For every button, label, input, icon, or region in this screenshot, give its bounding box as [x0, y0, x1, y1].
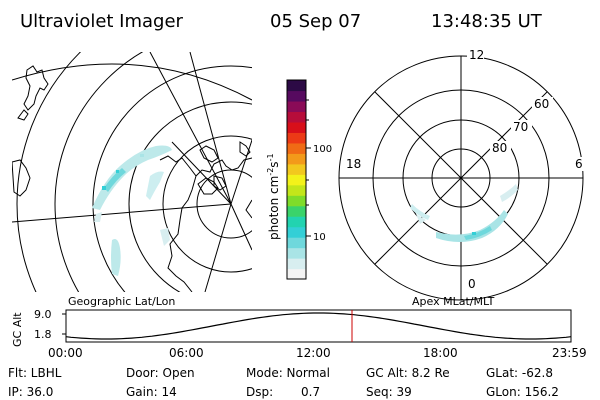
instrument-title: Ultraviolet Imager — [20, 11, 184, 32]
altitude-plot: 9.0 1.8 GC Alt 00:00 06:00 12:00 18:00 2… — [11, 308, 587, 360]
mlt-label-dawn: 6 — [575, 157, 583, 171]
y-tick-label: 9.0 — [34, 308, 52, 321]
colorbar-cell — [287, 258, 306, 270]
time-label: 13:48:35 UT — [431, 11, 543, 32]
gain-status: Gain: 14 — [126, 385, 177, 399]
geographic-longitude-status: GLon: 156.2 — [486, 385, 559, 399]
mlt-label-midnight: 0 — [468, 277, 476, 291]
colorbar-cell — [287, 237, 306, 249]
colorbar-cell — [287, 121, 306, 133]
altitude-axis-label: GC Alt — [11, 312, 24, 347]
date-label: 05 Sep 07 — [270, 11, 361, 32]
geographic-map-label: Geographic Lat/Lon — [68, 295, 175, 308]
colorbar-cell — [287, 195, 306, 207]
x-tick-label: 18:00 — [423, 346, 458, 360]
colorbar-cell — [287, 216, 306, 228]
mlt-label-noon: 12 — [469, 48, 484, 62]
colorbar-cell — [287, 100, 306, 113]
mlat-label-70: 70 — [513, 120, 528, 134]
colorbar-tick-label: 10 — [313, 232, 326, 243]
sequence-status: Seq: 39 — [366, 385, 412, 399]
x-tick-label: 12:00 — [296, 346, 331, 360]
geographic-latitude-status: GLat: -62.8 — [486, 366, 553, 380]
filter-status: Flt: LBHL — [8, 366, 62, 380]
door-status: Door: Open — [126, 366, 195, 380]
colorbar-cell — [287, 80, 306, 92]
coastlines — [12, 65, 252, 292]
colorbar-cell — [287, 184, 306, 196]
colorbar-cells — [287, 80, 306, 280]
mlat-label-60: 60 — [534, 97, 549, 111]
terminator-arc — [12, 63, 252, 101]
mode-status: Mode: Normal — [246, 366, 330, 380]
colorbar-tick-label: 100 — [313, 144, 332, 155]
colorbar-cell — [287, 111, 306, 123]
x-tick-label: 06:00 — [169, 346, 204, 360]
colorbar-cell — [287, 90, 306, 102]
colorbar-cell — [287, 153, 306, 165]
dsp-value: 0.7 — [301, 385, 320, 399]
altitude-curve — [65, 312, 572, 340]
colorbar-cell — [287, 142, 306, 154]
colorbar-unit-label: photon cm-2s-1 — [266, 153, 281, 240]
ip-status: IP: 36.0 — [8, 385, 53, 399]
colorbar-cell — [287, 132, 306, 144]
meridians — [12, 52, 252, 292]
x-tick-label: 23:59 — [552, 346, 587, 360]
altitude-plot-frame — [65, 309, 572, 343]
geographic-map — [12, 52, 252, 292]
x-tick-label: 00:00 — [48, 346, 83, 360]
apex-map-label: Apex MLat/MLT — [412, 295, 495, 308]
y-tick-label: 1.8 — [34, 328, 52, 341]
aurora-emission-right — [410, 184, 518, 242]
colorbar-cell — [287, 174, 306, 186]
mlat-label-80: 80 — [492, 141, 507, 155]
mlt-label-dusk: 18 — [346, 157, 361, 171]
dsp-label: Dsp: — [246, 385, 273, 399]
colorbar-cell — [287, 226, 306, 238]
magnetic-polar-map — [338, 55, 584, 301]
status-panel: Flt: LBHL Door: Open Mode: Normal GC Alt… — [8, 366, 559, 399]
colorbar-cell — [287, 205, 306, 217]
aurora-emission-left — [92, 145, 172, 276]
colorbar-cell — [287, 247, 306, 259]
polar-grid-lines — [339, 56, 583, 300]
colorbar-cell — [287, 163, 306, 175]
latitude-circles — [16, 52, 252, 292]
gc-altitude-status: GC Alt: 8.2 Re — [366, 366, 450, 380]
colorbar: 100 10 photon cm-2s-1 — [266, 79, 332, 280]
polar-labels: 12 18 6 0 60 70 80 — [344, 47, 586, 291]
colorbar-cell — [287, 268, 306, 280]
